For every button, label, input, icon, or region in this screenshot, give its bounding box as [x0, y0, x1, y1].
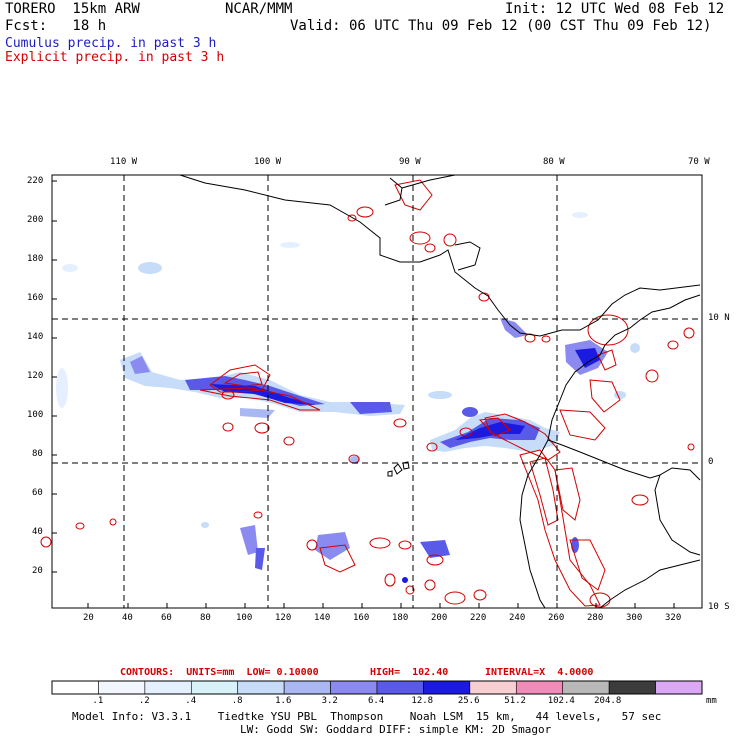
lon-label-100w: 100 W [254, 157, 282, 167]
colorbar-label: 12.8 [411, 696, 434, 706]
contour-interval: INTERVAL=X 4.0000 [485, 667, 594, 678]
y-tick-label: 40 [32, 527, 43, 537]
forecast-hour: Fcst: 18 h [5, 18, 107, 34]
x-tick-label: 40 [122, 613, 133, 623]
colorbar-label: 204.8 [594, 696, 622, 706]
colorbar-label: 51.2 [504, 696, 526, 706]
x-tick-label: 200 [431, 613, 448, 623]
contour-high: HIGH= 102.40 [370, 667, 449, 678]
explicit-legend: Explicit precip. in past 3 h [5, 50, 225, 65]
cumulus-legend: Cumulus precip. in past 3 h [5, 36, 217, 51]
colorbar-label: .4 [185, 696, 197, 706]
colorbar-swatch [562, 680, 610, 695]
y-tick-label: 100 [27, 410, 44, 420]
x-tick-label: 160 [353, 613, 370, 623]
lat-label-10n: 10 N [708, 313, 730, 323]
explicit-precip-contours [40, 179, 695, 608]
colorbar [51, 680, 703, 695]
x-tick-label: 140 [314, 613, 331, 623]
colorbar-label: 3.2 [321, 696, 338, 706]
valid-time: Valid: 06 UTC Thu 09 Feb 12 (00 CST Thu … [290, 18, 712, 34]
x-tick-label: 60 [161, 613, 172, 623]
x-tick-label: 20 [83, 613, 94, 623]
x-tick-label: 80 [200, 613, 211, 623]
y-tick-label: 200 [27, 215, 44, 225]
colorbar-label: .8 [231, 696, 243, 706]
colorbar-swatch [376, 680, 424, 695]
x-tick-label: 320 [665, 613, 682, 623]
lat-label-10s: 10 S [708, 602, 730, 612]
colorbar-label: .1 [92, 696, 104, 706]
colorbar-swatch [469, 680, 517, 695]
colorbar-label: 1.6 [275, 696, 292, 706]
colorbar-swatch [98, 680, 146, 695]
lon-label-90w: 90 W [399, 157, 421, 167]
colorbar-swatch [330, 680, 378, 695]
y-tick-label: 120 [27, 371, 44, 381]
colorbar-swatch [237, 680, 285, 695]
colorbar-label: 102.4 [547, 696, 575, 706]
colorbar-label: 25.6 [457, 696, 480, 706]
colorbar-swatch [515, 680, 564, 695]
lon-label-80w: 80 W [543, 157, 565, 167]
lon-label-70w: 70 W [688, 157, 710, 167]
colorbar-swatch [608, 680, 656, 695]
x-tick-label: 180 [392, 613, 409, 623]
physics-info: LW: Godd SW: Goddard DIFF: simple KM: 2D… [240, 723, 552, 736]
model-title: TORERO 15km ARW [5, 1, 140, 17]
org-label: NCAR/MMM [225, 1, 293, 17]
colorbar-frame [51, 680, 703, 695]
colorbar-swatch [51, 680, 99, 695]
x-tick-label: 280 [587, 613, 604, 623]
y-tick-label: 20 [32, 566, 43, 576]
cumulus-precip-fill [56, 212, 640, 583]
x-tick-label: 100 [236, 613, 253, 623]
colorbar-swatch [655, 680, 703, 695]
coastlines [179, 174, 701, 609]
init-time: Init: 12 UTC Wed 08 Feb 12 [505, 1, 725, 17]
x-tick-label: 300 [626, 613, 643, 623]
y-tick-label: 60 [32, 488, 43, 498]
colorbar-swatch [144, 680, 192, 695]
x-tick-label: 120 [275, 613, 292, 623]
colorbar-swatch [423, 680, 471, 695]
x-tick-label: 240 [509, 613, 526, 623]
model-info: Model Info: V3.3.1 Tiedtke YSU PBL Thomp… [72, 710, 662, 723]
colorbar-swatch [283, 680, 331, 695]
contour-info: CONTOURS: UNITS=mm LOW= 0.10000 [120, 667, 319, 678]
colorbar-units: mm [706, 696, 717, 706]
map-frame [51, 174, 703, 609]
y-tick-label: 140 [27, 332, 44, 342]
lon-label-110w: 110 W [110, 157, 138, 167]
y-tick-label: 220 [27, 176, 44, 186]
y-tick-label: 180 [27, 254, 44, 264]
y-tick-marks [52, 180, 57, 573]
lat-label-0: 0 [708, 457, 714, 467]
colorbar-swatch [190, 680, 239, 695]
x-tick-marks [87, 603, 675, 608]
x-tick-label: 220 [470, 613, 487, 623]
x-tick-label: 260 [548, 613, 565, 623]
graticule [52, 175, 702, 608]
y-tick-label: 160 [27, 293, 44, 303]
y-tick-label: 80 [32, 449, 43, 459]
colorbar-label: .2 [138, 696, 150, 706]
colorbar-label: 6.4 [368, 696, 385, 706]
